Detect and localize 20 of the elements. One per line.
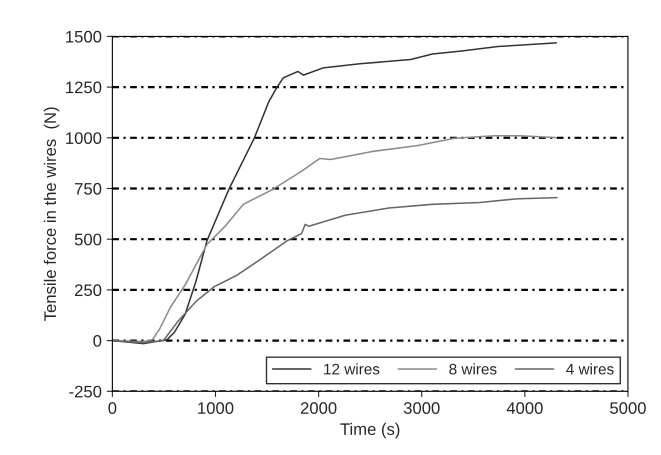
y-tick-label: 750 [75, 182, 102, 195]
y-axis-title: Tensile force in the wires (N) [44, 107, 60, 321]
x-tick-label: 3000 [404, 402, 440, 414]
line-series [112, 196, 558, 344]
x-tick-label: 0 [108, 402, 116, 414]
x-axis-title: Time (s) [340, 422, 400, 438]
x-tick-label: 2000 [300, 402, 336, 414]
legend-label: 8 wires [449, 363, 497, 375]
legend-label: 12 wires [324, 363, 380, 375]
y-tick-label: 500 [74, 234, 102, 246]
y-tick-label: 1000 [66, 132, 102, 144]
y-tick-label: 1250 [66, 82, 102, 94]
x-tick-label: 1000 [198, 402, 234, 414]
x-tick-label: 4000 [506, 402, 543, 414]
legend-label: 4 wires [566, 363, 614, 375]
y-tick-label: -250 [69, 386, 102, 398]
x-tick-label: 5000 [610, 402, 646, 414]
y-tick-label: 0 [93, 335, 102, 347]
y-tick-label: 250 [74, 284, 102, 296]
y-tick-label: 1500 [66, 30, 102, 43]
